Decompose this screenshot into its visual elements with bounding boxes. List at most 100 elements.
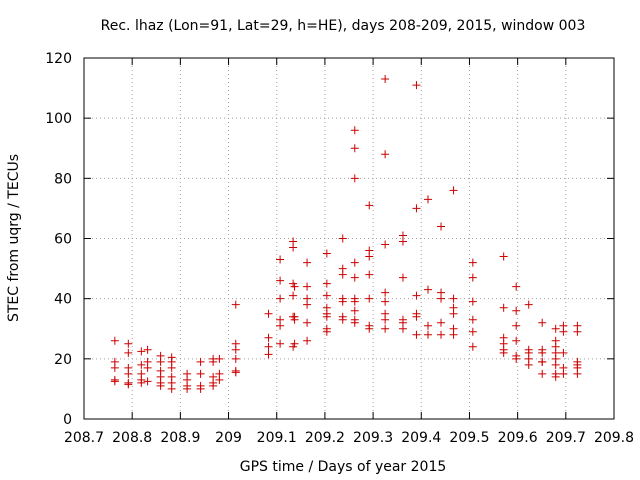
data-point: [499, 348, 508, 357]
data-point: [264, 309, 273, 318]
x-tick-label: 209.7: [546, 430, 586, 446]
data-point: [303, 336, 312, 345]
data-point: [303, 282, 312, 291]
data-point: [499, 252, 508, 261]
data-point: [167, 363, 176, 372]
x-tick-label: 209.1: [257, 430, 297, 446]
data-point: [303, 258, 312, 267]
data-point: [322, 312, 331, 321]
data-point: [303, 318, 312, 327]
data-point: [437, 294, 446, 303]
x-tick-label: 209.6: [498, 430, 538, 446]
data-point: [231, 345, 240, 354]
data-point: [559, 369, 568, 378]
data-point: [449, 309, 458, 318]
data-point: [468, 258, 477, 267]
data-point: [290, 315, 299, 324]
data-point: [412, 330, 421, 339]
data-point: [322, 249, 331, 258]
data-point: [381, 288, 390, 297]
x-tick-label: 209.3: [353, 430, 393, 446]
data-point: [350, 144, 359, 153]
x-tick-label: 208.9: [160, 430, 200, 446]
data-point: [196, 357, 205, 366]
data-points: [110, 75, 582, 393]
data-point: [551, 324, 560, 333]
y-tick-label: 40: [54, 292, 72, 308]
data-point: [512, 336, 521, 345]
data-point: [350, 297, 359, 306]
data-point: [110, 377, 119, 386]
data-point: [538, 369, 547, 378]
y-tick-label: 0: [63, 412, 72, 428]
data-point: [365, 294, 374, 303]
data-point: [264, 342, 273, 351]
y-tick-label: 120: [45, 51, 72, 67]
data-point: [468, 297, 477, 306]
data-point: [338, 315, 347, 324]
data-point: [350, 174, 359, 183]
data-point: [196, 369, 205, 378]
data-point: [124, 380, 133, 389]
x-tick-label: 209.5: [449, 430, 489, 446]
data-point: [137, 360, 146, 369]
data-point: [412, 204, 421, 213]
data-point: [424, 321, 433, 330]
data-point: [424, 330, 433, 339]
data-point: [573, 369, 582, 378]
data-point: [322, 327, 331, 336]
data-point: [524, 300, 533, 309]
grid: [84, 58, 614, 419]
data-point: [412, 81, 421, 90]
data-point: [350, 306, 359, 315]
x-tick-label: 209.4: [401, 430, 441, 446]
data-point: [167, 384, 176, 393]
data-point: [381, 75, 390, 84]
data-point: [143, 377, 152, 386]
data-point: [110, 363, 119, 372]
data-point: [110, 336, 119, 345]
data-point: [437, 330, 446, 339]
x-tick-label: 209.2: [305, 430, 345, 446]
data-point: [276, 276, 285, 285]
data-point: [538, 357, 547, 366]
x-axis-ticks: 208.7 208.8 208.9 209 209.1 209.2 209.3 209.4 20…: [64, 58, 634, 446]
data-point: [338, 297, 347, 306]
data-point: [512, 306, 521, 315]
data-point: [156, 357, 165, 366]
data-point: [512, 282, 521, 291]
data-point: [289, 291, 298, 300]
data-point: [215, 354, 224, 363]
x-axis-label: GPS time / Days of year 2015: [240, 459, 447, 475]
y-axis-label: STEC from uqrg / TECUs: [6, 154, 22, 322]
data-point: [365, 270, 374, 279]
data-point: [381, 324, 390, 333]
data-point: [289, 243, 298, 252]
y-tick-label: 60: [54, 232, 72, 248]
data-point: [559, 348, 568, 357]
data-point: [338, 234, 347, 243]
data-point: [412, 312, 421, 321]
data-point: [124, 339, 133, 348]
data-point: [468, 315, 477, 324]
x-tick-label: 208.8: [112, 430, 152, 446]
data-point: [559, 327, 568, 336]
data-point: [350, 258, 359, 267]
data-point: [468, 273, 477, 282]
data-point: [551, 360, 560, 369]
data-point: [137, 347, 146, 356]
data-point: [231, 368, 240, 377]
chart-title: Rec. lhaz (Lon=91, Lat=29, h=HE), days 2…: [101, 18, 586, 34]
data-point: [350, 273, 359, 282]
data-point: [124, 348, 133, 357]
data-point: [276, 294, 285, 303]
data-point: [264, 333, 273, 342]
data-point: [449, 294, 458, 303]
data-point: [303, 300, 312, 309]
data-point: [231, 300, 240, 309]
data-point: [468, 327, 477, 336]
data-point: [424, 195, 433, 204]
data-point: [215, 375, 224, 384]
data-point: [551, 372, 560, 381]
